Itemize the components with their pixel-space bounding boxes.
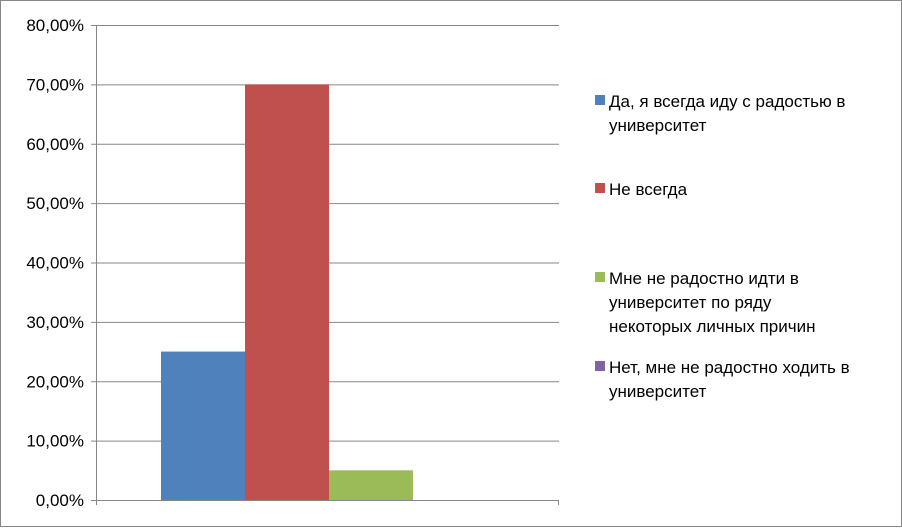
legend-label-line: университет по ряду [609,293,772,312]
y-tick-labels: 0,00% 10,00% 20,00% 30,00% 40,00% 50,00% 60,00… [26,16,84,510]
y-tick-label: 30,00% [26,313,84,332]
legend-label-2: Не всегда [609,180,688,199]
legend-swatch-4 [595,361,605,371]
y-tick-label: 10,00% [26,432,84,451]
legend-label-line: Нет, мне не радостно ходить в [609,358,850,377]
legend-label-line: Да, я всегда иду с радостью в [609,92,845,111]
bar-1 [161,351,245,500]
legend-swatch-1 [595,95,605,105]
legend-swatch-2 [595,183,605,193]
axes [91,25,559,505]
y-tick-label: 50,00% [26,194,84,213]
legend-label-line: Не всегда [609,180,688,199]
legend-label-3: Мне не радостно идти в университет по ряд… [609,269,816,336]
legend-swatch-3 [595,272,605,282]
y-tick-label: 40,00% [26,254,84,273]
legend-label-4: Нет, мне не радостно ходить в университет [609,358,850,401]
bar-2 [245,84,329,500]
legend-label-line: университет [609,382,707,401]
y-tick-label: 60,00% [26,135,84,154]
y-tick-label: 70,00% [26,75,84,94]
legend-label-1: Да, я всегда иду с радостью в университет [609,92,845,135]
legend-label-line: Мне не радостно идти в [609,269,799,288]
legend: Да, я всегда иду с радостью в университет… [595,92,850,401]
y-tick-label: 80,00% [26,16,84,35]
bars [161,84,413,500]
legend-label-line: некоторых личных причин [609,317,816,336]
legend-label-line: университет [609,116,707,135]
y-tick-label: 0,00% [36,491,84,510]
y-tick-label: 20,00% [26,372,84,391]
bar-3 [329,470,413,500]
